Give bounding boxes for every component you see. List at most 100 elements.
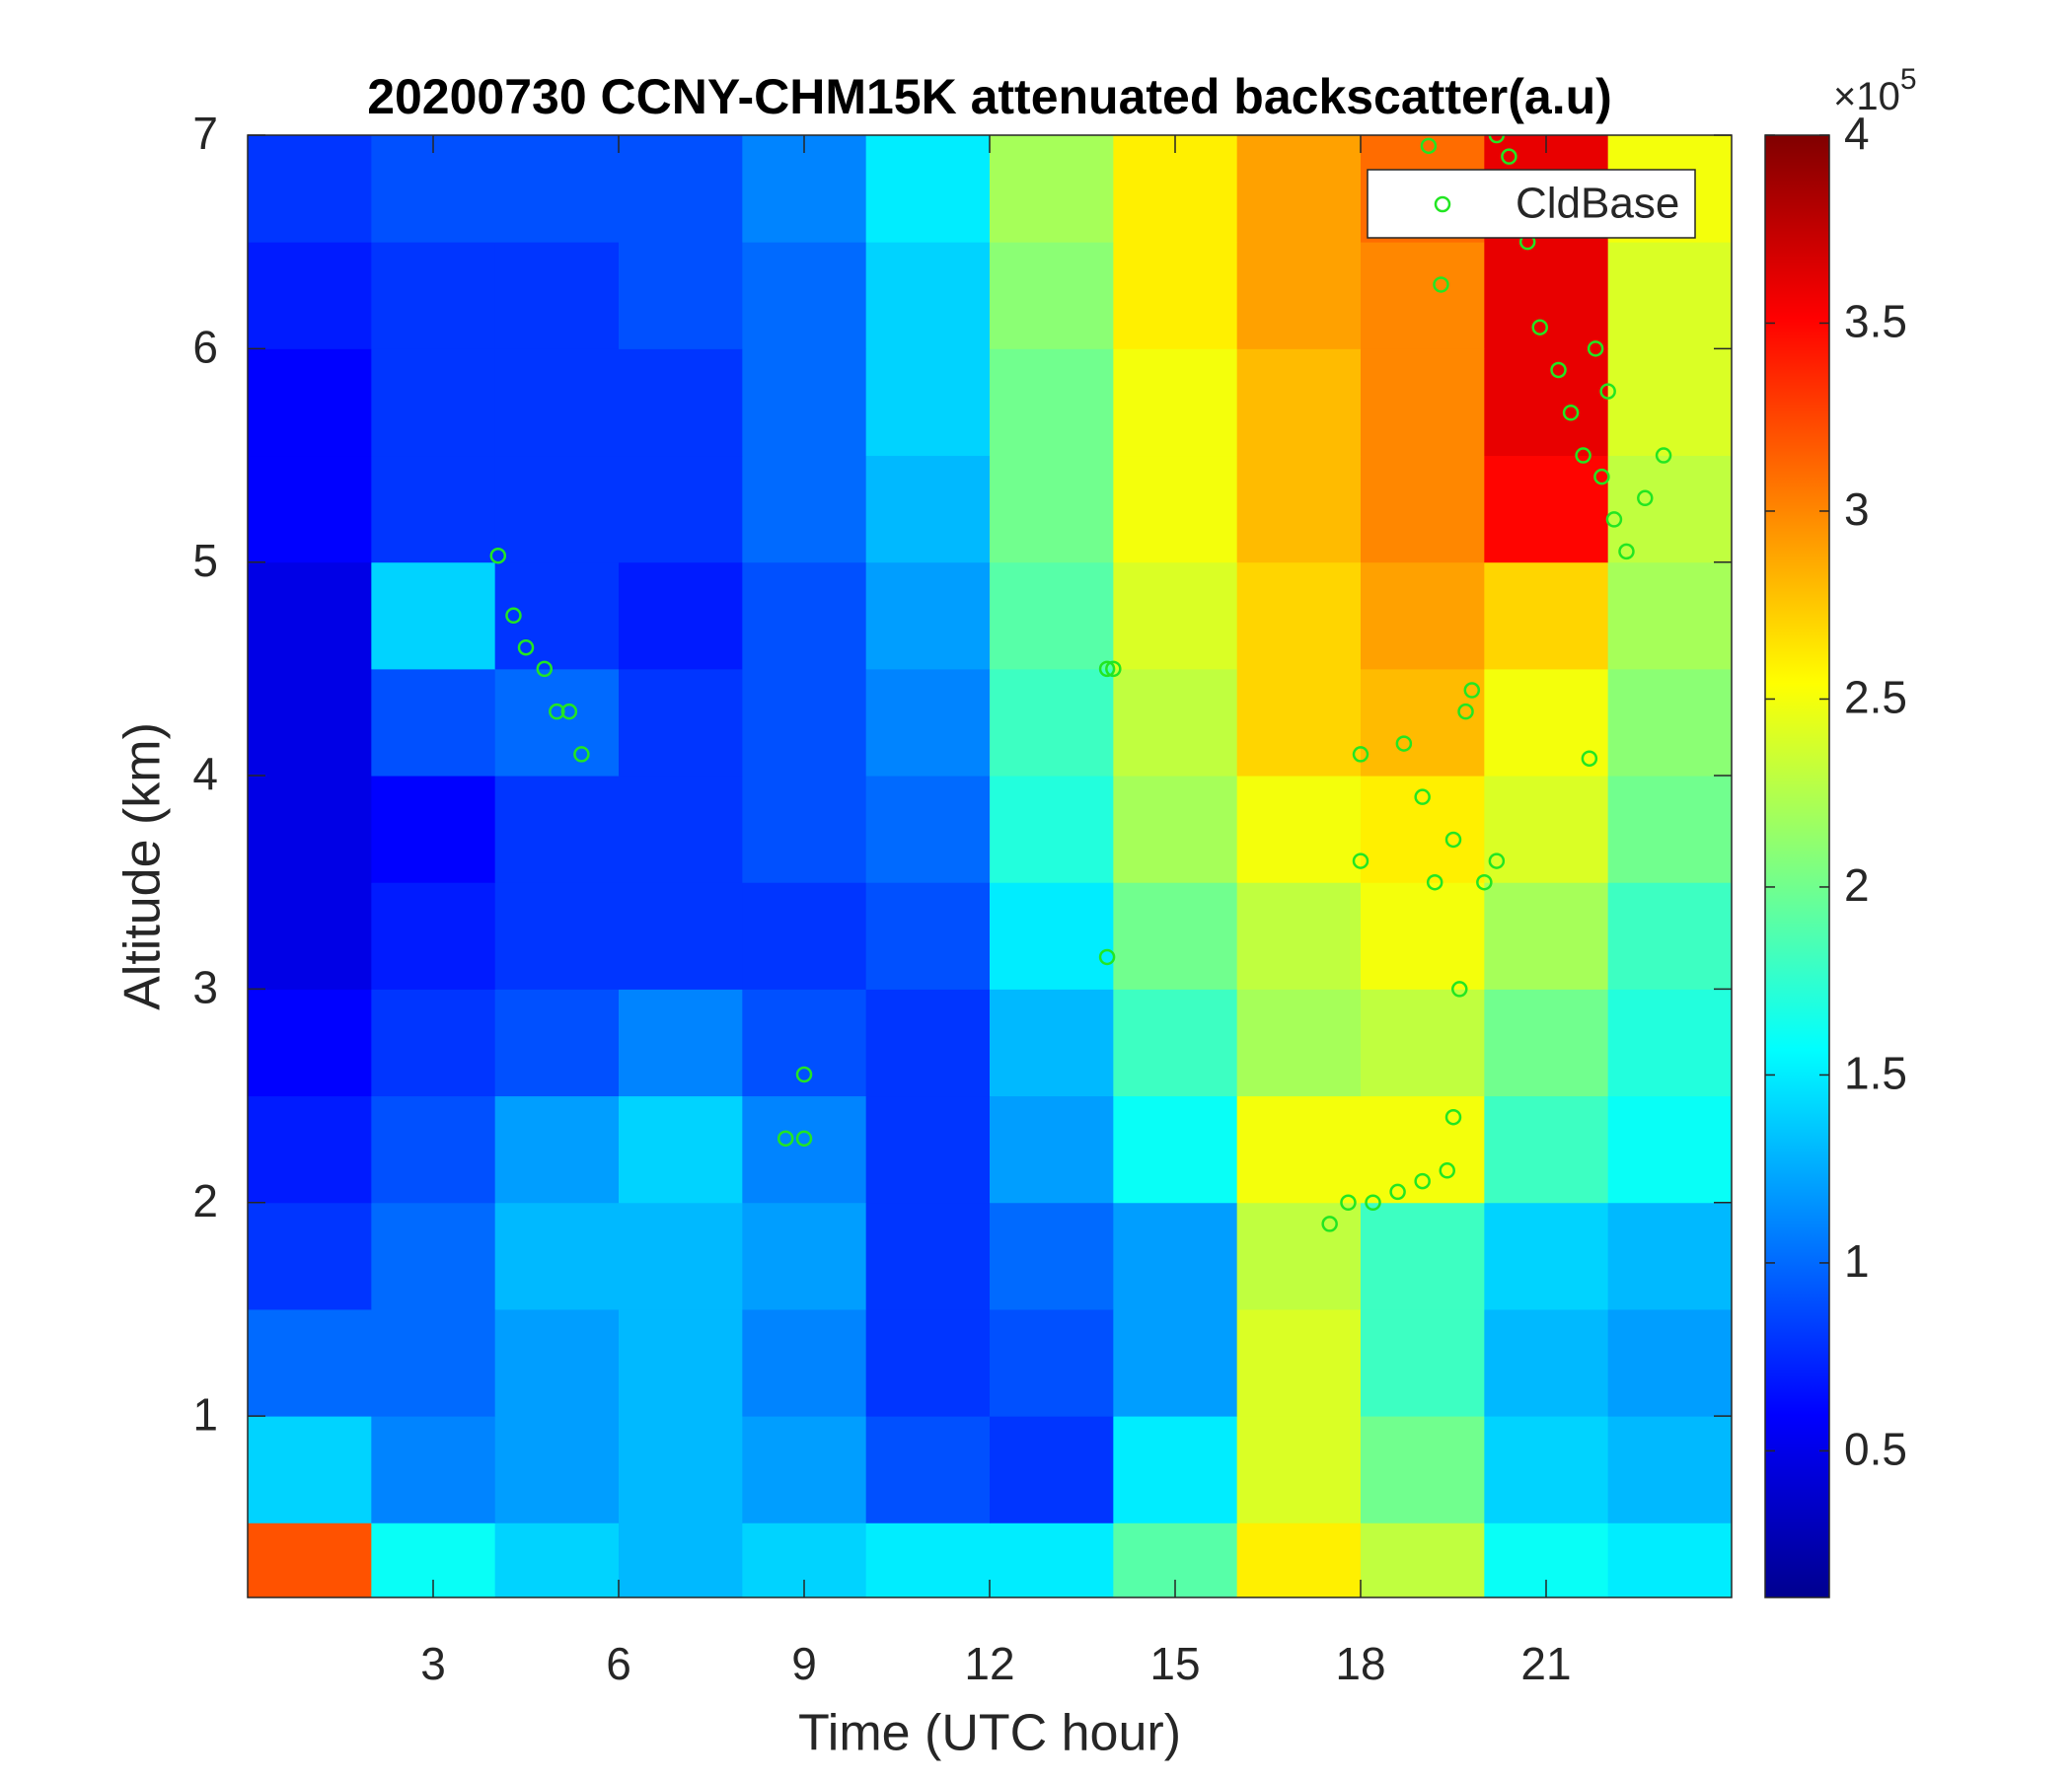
cloud-base-point (1352, 746, 1369, 763)
heat-cell (494, 668, 620, 777)
heat-cell (865, 1202, 991, 1310)
heat-cell (1484, 348, 1609, 457)
heat-cell (1484, 1202, 1609, 1310)
colorbar-tick-label: 2.5 (1844, 672, 1907, 723)
heat-cell (742, 1095, 867, 1204)
heat-cell (1607, 1416, 1732, 1523)
x-tick-label: 21 (1520, 1638, 1571, 1689)
heat-cell (494, 455, 620, 563)
cloud-base-point (1414, 788, 1431, 805)
colorbar-multiplier-base: ×10 (1833, 75, 1900, 118)
heat-cell (619, 1416, 743, 1523)
heat-cell (742, 242, 867, 349)
heat-cell (248, 882, 372, 990)
heat-cell (1236, 1202, 1362, 1310)
heat-cell (742, 1308, 867, 1417)
heat-cell (742, 455, 867, 563)
colorbar-multiplier: ×105 (1833, 63, 1917, 118)
cloud-base-point (1562, 405, 1580, 421)
heat-cell (494, 1522, 620, 1597)
heat-cell (619, 561, 743, 670)
colorbar-tick-label: 2 (1844, 859, 1870, 911)
heat-cell (248, 1308, 372, 1417)
heat-cell (1236, 135, 1362, 243)
x-tick-label: 6 (606, 1638, 631, 1689)
heat-cell (1113, 135, 1238, 243)
heat-cell (1607, 776, 1732, 883)
heat-cell (371, 455, 496, 563)
heat-cell (865, 668, 991, 777)
heat-cell (494, 561, 620, 670)
cloud-base-point (1433, 276, 1449, 293)
heat-cell (865, 1416, 991, 1523)
legend-marker (1434, 195, 1451, 213)
heat-cell (619, 989, 743, 1097)
cloud-base-point (1444, 1108, 1462, 1126)
heat-cell (1236, 1308, 1362, 1417)
cloud-base-point (1340, 1194, 1357, 1212)
heat-cell (494, 1095, 620, 1204)
heat-cell (619, 882, 743, 990)
cloud-base-point (1575, 447, 1591, 464)
heat-cell (494, 1308, 620, 1417)
heat-cell (1607, 242, 1732, 349)
heat-cell (248, 348, 372, 457)
heat-cell (1361, 882, 1485, 990)
heat-cell (619, 776, 743, 883)
heat-cell (1361, 1522, 1485, 1597)
heat-cell (371, 348, 496, 457)
cloud-base-point (1587, 340, 1604, 357)
heat-cell (742, 882, 867, 990)
heat-cell (371, 242, 496, 349)
heat-cell (865, 1095, 991, 1204)
heat-cell (1236, 1522, 1362, 1597)
heat-cell (494, 776, 620, 883)
heat-cell (1607, 561, 1732, 670)
heat-cell (248, 989, 372, 1097)
cloud-base-point (1098, 660, 1116, 678)
heat-cell (1113, 1308, 1238, 1417)
heat-cell (1113, 776, 1238, 883)
heat-cell (1484, 668, 1609, 777)
heat-cell (865, 989, 991, 1097)
heat-cell (619, 1308, 743, 1417)
heat-cell (990, 989, 1114, 1097)
cloud-base-point (1457, 703, 1474, 720)
heat-cell (619, 1202, 743, 1310)
x-tick-label: 3 (420, 1638, 446, 1689)
y-tick-label: 3 (192, 962, 218, 1013)
y-tick-label: 5 (192, 535, 218, 586)
heat-cell (248, 668, 372, 777)
heat-cell (1484, 1308, 1609, 1417)
heat-cell (990, 882, 1114, 990)
heat-cell (1484, 561, 1609, 670)
heat-cell (1236, 455, 1362, 563)
heat-cell (371, 776, 496, 883)
cloud-base-point (1531, 319, 1548, 335)
heat-cell (619, 668, 743, 777)
heat-cell (1113, 1416, 1238, 1523)
x-tick-label: 15 (1149, 1638, 1200, 1689)
cloud-base-point (1599, 383, 1616, 400)
cloud-base-point (1550, 361, 1567, 379)
cloud-base-point (1426, 873, 1443, 891)
heat-cell (1236, 1416, 1362, 1523)
heat-cell (1484, 455, 1609, 563)
cloud-base-point (517, 638, 535, 656)
heat-cell (1361, 668, 1485, 777)
cloud-base-point (1321, 1216, 1338, 1232)
heat-cell (1236, 668, 1362, 777)
heat-cell (248, 455, 372, 563)
cloud-base-point (536, 660, 554, 678)
cloud-base-point (1501, 148, 1517, 165)
legend: CldBase (1367, 169, 1696, 239)
heat-cell (990, 242, 1114, 349)
heat-cell (248, 561, 372, 670)
heat-cell (248, 1095, 372, 1204)
y-tick-label: 1 (192, 1388, 218, 1440)
heat-cell (494, 242, 620, 349)
heat-cell (1484, 776, 1609, 883)
cloud-base-point (560, 703, 578, 720)
heat-cell (990, 1308, 1114, 1417)
heat-cell (1113, 1095, 1238, 1204)
